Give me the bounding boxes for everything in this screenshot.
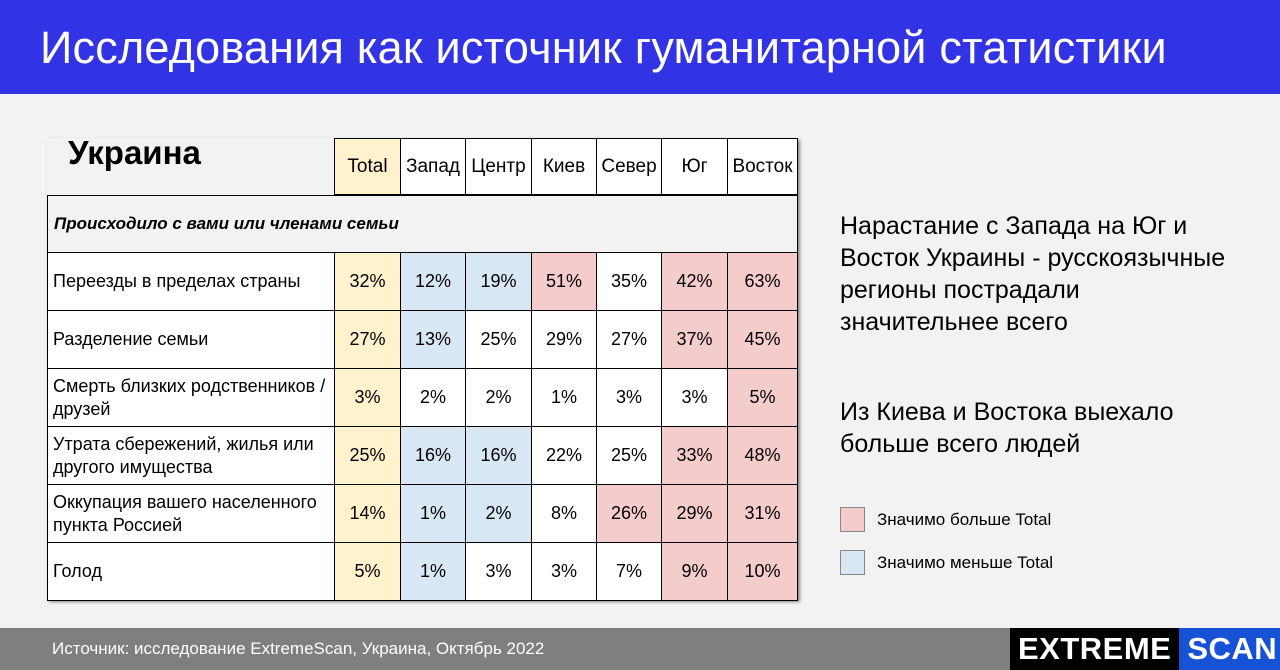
table-cell: 26% [596, 485, 661, 543]
header-bar: Исследования как источник гуманитарной с… [0, 0, 1280, 94]
table-cell: 25% [596, 427, 661, 485]
table-cell: 14% [334, 485, 400, 543]
table-cell: 7% [596, 543, 661, 601]
table-cell: 5% [334, 543, 400, 601]
table-cell: 3% [596, 369, 661, 427]
table-cell: 5% [727, 369, 798, 427]
legend-swatch-lower [840, 550, 865, 575]
row-label: Разделение семьи [47, 311, 334, 369]
section-header: Происходило с вами или членами семьи [47, 195, 798, 253]
page-title: Исследования как источник гуманитарной с… [40, 22, 1167, 73]
table-cell: 2% [465, 485, 531, 543]
row-label: Утрата сбережений, жилья или другого иму… [47, 427, 334, 485]
table-cell: 63% [727, 253, 798, 311]
table-cell: 27% [596, 311, 661, 369]
table-cell: 29% [661, 485, 727, 543]
table-cell: 37% [661, 311, 727, 369]
table-cell: 22% [531, 427, 596, 485]
table-cell: 1% [531, 369, 596, 427]
note-1: Нарастание с Запада на Юг и Восток Украи… [840, 212, 1226, 336]
table-cell: 51% [531, 253, 596, 311]
note-2: Из Киева и Востока выехало больше всего … [840, 398, 1174, 458]
table-cell: 33% [661, 427, 727, 485]
table-cell: 27% [334, 311, 400, 369]
table-cell: 29% [531, 311, 596, 369]
logo-extreme: EXTREME [1010, 628, 1180, 670]
legend-label-lower: Значимо меньше Total [877, 553, 1054, 572]
table-cell: 2% [465, 369, 531, 427]
row-label: Голод [47, 543, 334, 601]
table-cell: 8% [531, 485, 596, 543]
row-label: Смерть близких родственников / друзей [47, 369, 334, 427]
table-cell: 1% [400, 543, 465, 601]
column-header: Запад [400, 138, 465, 195]
results-table: Total Запад Центр Киев Север Юг Восток Происход… [47, 138, 798, 601]
table-cell: 13% [400, 311, 465, 369]
column-header: Total [334, 138, 400, 195]
table-cell: 3% [531, 543, 596, 601]
logo-scan: SCAN [1179, 628, 1280, 670]
table-cell: 19% [465, 253, 531, 311]
table-cell: 3% [661, 369, 727, 427]
table-cell: 35% [596, 253, 661, 311]
table-cell: 9% [661, 543, 727, 601]
table-cell: 31% [727, 485, 798, 543]
table-cell: 32% [334, 253, 400, 311]
column-header: Восток [727, 138, 798, 195]
table-cell: 25% [465, 311, 531, 369]
table-cell: 16% [400, 427, 465, 485]
table-cell: 3% [334, 369, 400, 427]
table-cell: 12% [400, 253, 465, 311]
table-cell: 42% [661, 253, 727, 311]
legend-swatch-higher [840, 507, 865, 532]
table-cell: 1% [400, 485, 465, 543]
table-cell: 45% [727, 311, 798, 369]
column-header: Центр [465, 138, 531, 195]
row-label: Оккупация вашего населенного пункта Росс… [47, 485, 334, 543]
region-title: Украина [68, 134, 201, 171]
table-cell: 3% [465, 543, 531, 601]
column-header: Киев [531, 138, 596, 195]
column-header: Юг [661, 138, 727, 195]
legend-label-higher: Значимо больше Total [877, 510, 1052, 529]
table-cell: 16% [465, 427, 531, 485]
logo: EXTREME SCAN [1010, 628, 1280, 670]
table-cell: 2% [400, 369, 465, 427]
table-cell: 10% [727, 543, 798, 601]
table-cell: 25% [334, 427, 400, 485]
row-label: Переезды в пределах страны [47, 253, 334, 311]
source-text: Источник: исследование ExtremeScan, Укра… [52, 639, 545, 658]
column-header: Север [596, 138, 661, 195]
table-cell: 48% [727, 427, 798, 485]
